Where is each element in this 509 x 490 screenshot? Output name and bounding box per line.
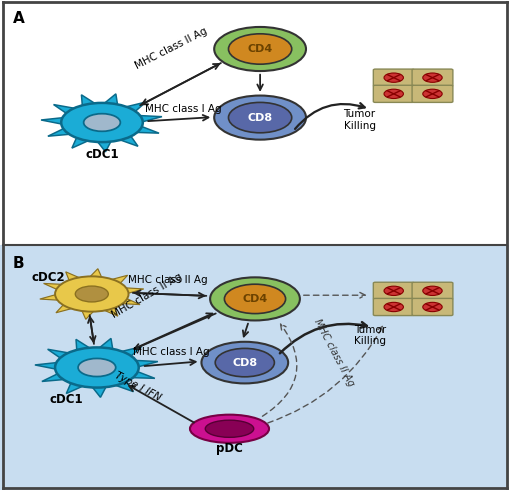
Text: MHC class II Ag: MHC class II Ag bbox=[128, 275, 208, 285]
Text: MHC class II Ag: MHC class II Ag bbox=[312, 318, 355, 388]
Polygon shape bbox=[96, 303, 118, 316]
Polygon shape bbox=[66, 272, 87, 285]
Text: Tumor
Killing: Tumor Killing bbox=[353, 324, 385, 346]
Text: MHC class II Ag: MHC class II Ag bbox=[133, 26, 208, 71]
FancyBboxPatch shape bbox=[411, 282, 452, 299]
Circle shape bbox=[228, 102, 291, 133]
Polygon shape bbox=[72, 132, 97, 148]
Polygon shape bbox=[125, 123, 159, 133]
Ellipse shape bbox=[55, 276, 128, 312]
Polygon shape bbox=[102, 275, 127, 288]
FancyBboxPatch shape bbox=[373, 282, 413, 299]
Polygon shape bbox=[53, 104, 86, 118]
Polygon shape bbox=[41, 117, 74, 126]
Ellipse shape bbox=[205, 420, 253, 437]
FancyBboxPatch shape bbox=[373, 85, 413, 102]
Circle shape bbox=[224, 284, 285, 314]
Ellipse shape bbox=[83, 114, 120, 131]
Polygon shape bbox=[88, 381, 109, 397]
Polygon shape bbox=[86, 269, 104, 282]
Circle shape bbox=[422, 73, 441, 82]
Ellipse shape bbox=[78, 359, 116, 376]
FancyBboxPatch shape bbox=[373, 69, 413, 86]
FancyBboxPatch shape bbox=[411, 85, 452, 102]
Circle shape bbox=[201, 342, 288, 383]
Text: CD8: CD8 bbox=[247, 113, 272, 122]
Polygon shape bbox=[123, 360, 158, 369]
Ellipse shape bbox=[55, 347, 138, 388]
Text: CD8: CD8 bbox=[232, 358, 257, 368]
Polygon shape bbox=[56, 300, 81, 313]
Circle shape bbox=[228, 34, 291, 64]
Polygon shape bbox=[48, 124, 81, 136]
Polygon shape bbox=[40, 292, 68, 301]
Circle shape bbox=[422, 89, 441, 98]
FancyBboxPatch shape bbox=[373, 298, 413, 316]
Ellipse shape bbox=[190, 415, 269, 443]
Text: A: A bbox=[13, 11, 24, 26]
Polygon shape bbox=[42, 369, 76, 381]
Circle shape bbox=[383, 302, 403, 312]
Polygon shape bbox=[128, 115, 162, 124]
Circle shape bbox=[422, 286, 441, 295]
Circle shape bbox=[383, 286, 403, 295]
Ellipse shape bbox=[75, 286, 108, 302]
Polygon shape bbox=[66, 377, 92, 393]
Circle shape bbox=[383, 73, 403, 82]
Text: cDC1: cDC1 bbox=[49, 393, 83, 406]
Polygon shape bbox=[105, 376, 133, 392]
Circle shape bbox=[214, 96, 305, 140]
Circle shape bbox=[383, 89, 403, 98]
Text: B: B bbox=[13, 256, 24, 271]
Circle shape bbox=[214, 27, 305, 71]
Polygon shape bbox=[98, 94, 118, 110]
Text: CD4: CD4 bbox=[242, 294, 267, 304]
Polygon shape bbox=[111, 295, 140, 305]
Polygon shape bbox=[120, 368, 155, 378]
Polygon shape bbox=[47, 349, 80, 363]
Circle shape bbox=[210, 277, 299, 320]
Text: cDC2: cDC2 bbox=[32, 270, 65, 284]
Polygon shape bbox=[76, 340, 97, 356]
Polygon shape bbox=[81, 95, 102, 111]
Polygon shape bbox=[93, 339, 114, 355]
Text: cDC1: cDC1 bbox=[85, 148, 119, 161]
Polygon shape bbox=[79, 306, 98, 319]
Polygon shape bbox=[110, 131, 138, 147]
Polygon shape bbox=[35, 361, 69, 371]
Polygon shape bbox=[115, 102, 146, 117]
Polygon shape bbox=[43, 283, 72, 293]
Ellipse shape bbox=[61, 103, 143, 142]
Text: MHC class II Ag: MHC class II Ag bbox=[109, 271, 184, 319]
Text: Tumor
Killing: Tumor Killing bbox=[343, 109, 375, 131]
Circle shape bbox=[215, 348, 274, 377]
Circle shape bbox=[422, 302, 441, 312]
FancyBboxPatch shape bbox=[411, 69, 452, 86]
Polygon shape bbox=[115, 287, 144, 296]
Polygon shape bbox=[93, 136, 114, 152]
FancyBboxPatch shape bbox=[411, 298, 452, 316]
Text: MHC class I Ag: MHC class I Ag bbox=[132, 347, 209, 357]
Text: Type I IFN: Type I IFN bbox=[112, 370, 162, 403]
Text: CD4: CD4 bbox=[247, 44, 272, 54]
Text: MHC class I Ag: MHC class I Ag bbox=[145, 104, 221, 114]
Polygon shape bbox=[110, 346, 141, 361]
Text: pDC: pDC bbox=[216, 442, 242, 455]
